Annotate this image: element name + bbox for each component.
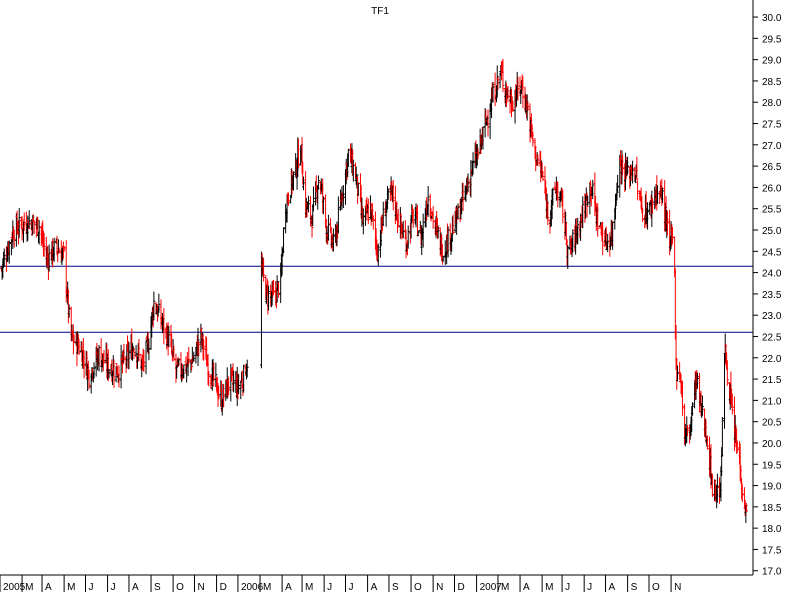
x-axis: 2005 M A M J J A S O N D 2006 M A M J J A S O N D 2007 M A M J J A S O… bbox=[0, 575, 681, 593]
y-tick-label: 18.5 bbox=[762, 503, 782, 514]
y-tick-label: 17.5 bbox=[762, 545, 782, 556]
y-tick-label: 28.0 bbox=[762, 98, 782, 109]
x-tick-label: S bbox=[392, 582, 399, 593]
y-tick-label: 24.0 bbox=[762, 269, 782, 280]
y-tick-label: 28.5 bbox=[762, 77, 782, 88]
x-tick-label: O bbox=[414, 582, 422, 593]
x-tick-label: O bbox=[652, 582, 660, 593]
x-tick-label: M bbox=[501, 582, 509, 593]
x-tick-label: 2007 bbox=[480, 582, 503, 593]
y-tick-label: 27.5 bbox=[762, 120, 782, 131]
y-tick-label: 25.5 bbox=[762, 205, 782, 216]
x-tick-label: M bbox=[263, 582, 271, 593]
price-bars bbox=[0, 58, 749, 524]
x-tick-label: M bbox=[67, 582, 75, 593]
y-tick-label: 25.0 bbox=[762, 226, 782, 237]
y-tick-label: 21.5 bbox=[762, 375, 782, 386]
y-axis: 17.0 17.5 18.0 18.5 19.0 19.5 20.0 20.5 21.0 21.5… bbox=[753, 13, 782, 578]
y-tick-label: 30.0 bbox=[762, 13, 782, 24]
x-tick-label: J bbox=[587, 582, 592, 593]
x-tick-label: S bbox=[631, 582, 638, 593]
y-tick-label: 24.5 bbox=[762, 247, 782, 258]
y-tick-label: 19.5 bbox=[762, 460, 782, 471]
x-tick-label: J bbox=[565, 582, 570, 593]
y-tick-label: 23.5 bbox=[762, 290, 782, 301]
x-tick-label: 2006 bbox=[241, 582, 264, 593]
y-tick-label: 19.0 bbox=[762, 482, 782, 493]
x-tick-label: J bbox=[327, 582, 332, 593]
x-tick-label: S bbox=[154, 582, 161, 593]
x-tick-label: N bbox=[197, 582, 204, 593]
y-tick-label: 23.0 bbox=[762, 311, 782, 322]
x-tick-label: N bbox=[674, 582, 681, 593]
x-tick-label: A bbox=[45, 582, 52, 593]
y-tick-label: 21.0 bbox=[762, 396, 782, 407]
x-tick-label: 2005 bbox=[3, 582, 26, 593]
y-tick-label: 29.5 bbox=[762, 34, 782, 45]
x-tick-label: J bbox=[111, 582, 116, 593]
chart-title: TF1 bbox=[371, 6, 389, 17]
x-tick-label: M bbox=[305, 582, 313, 593]
y-tick-label: 22.0 bbox=[762, 354, 782, 365]
y-tick-label: 22.5 bbox=[762, 332, 782, 343]
y-tick-label: 26.0 bbox=[762, 183, 782, 194]
x-tick-label: D bbox=[458, 582, 465, 593]
y-tick-label: 20.5 bbox=[762, 418, 782, 429]
y-tick-label: 29.0 bbox=[762, 56, 782, 67]
x-tick-label: M bbox=[545, 582, 553, 593]
x-tick-label: A bbox=[285, 582, 292, 593]
x-tick-label: O bbox=[176, 582, 184, 593]
x-tick-label: J bbox=[88, 582, 93, 593]
y-tick-label: 27.0 bbox=[762, 141, 782, 152]
x-tick-label: M bbox=[25, 582, 33, 593]
x-tick-label: J bbox=[349, 582, 354, 593]
y-tick-label: 20.0 bbox=[762, 439, 782, 450]
reference-lines bbox=[0, 265, 753, 333]
y-tick-label: 26.5 bbox=[762, 162, 782, 173]
x-tick-label: A bbox=[132, 582, 139, 593]
x-tick-label: A bbox=[609, 582, 616, 593]
x-tick-label: A bbox=[371, 582, 378, 593]
x-tick-label: N bbox=[436, 582, 443, 593]
x-tick-label: D bbox=[220, 582, 227, 593]
y-tick-label: 18.0 bbox=[762, 524, 782, 535]
x-tick-label: A bbox=[523, 582, 530, 593]
y-tick-label: 17.0 bbox=[762, 567, 782, 578]
